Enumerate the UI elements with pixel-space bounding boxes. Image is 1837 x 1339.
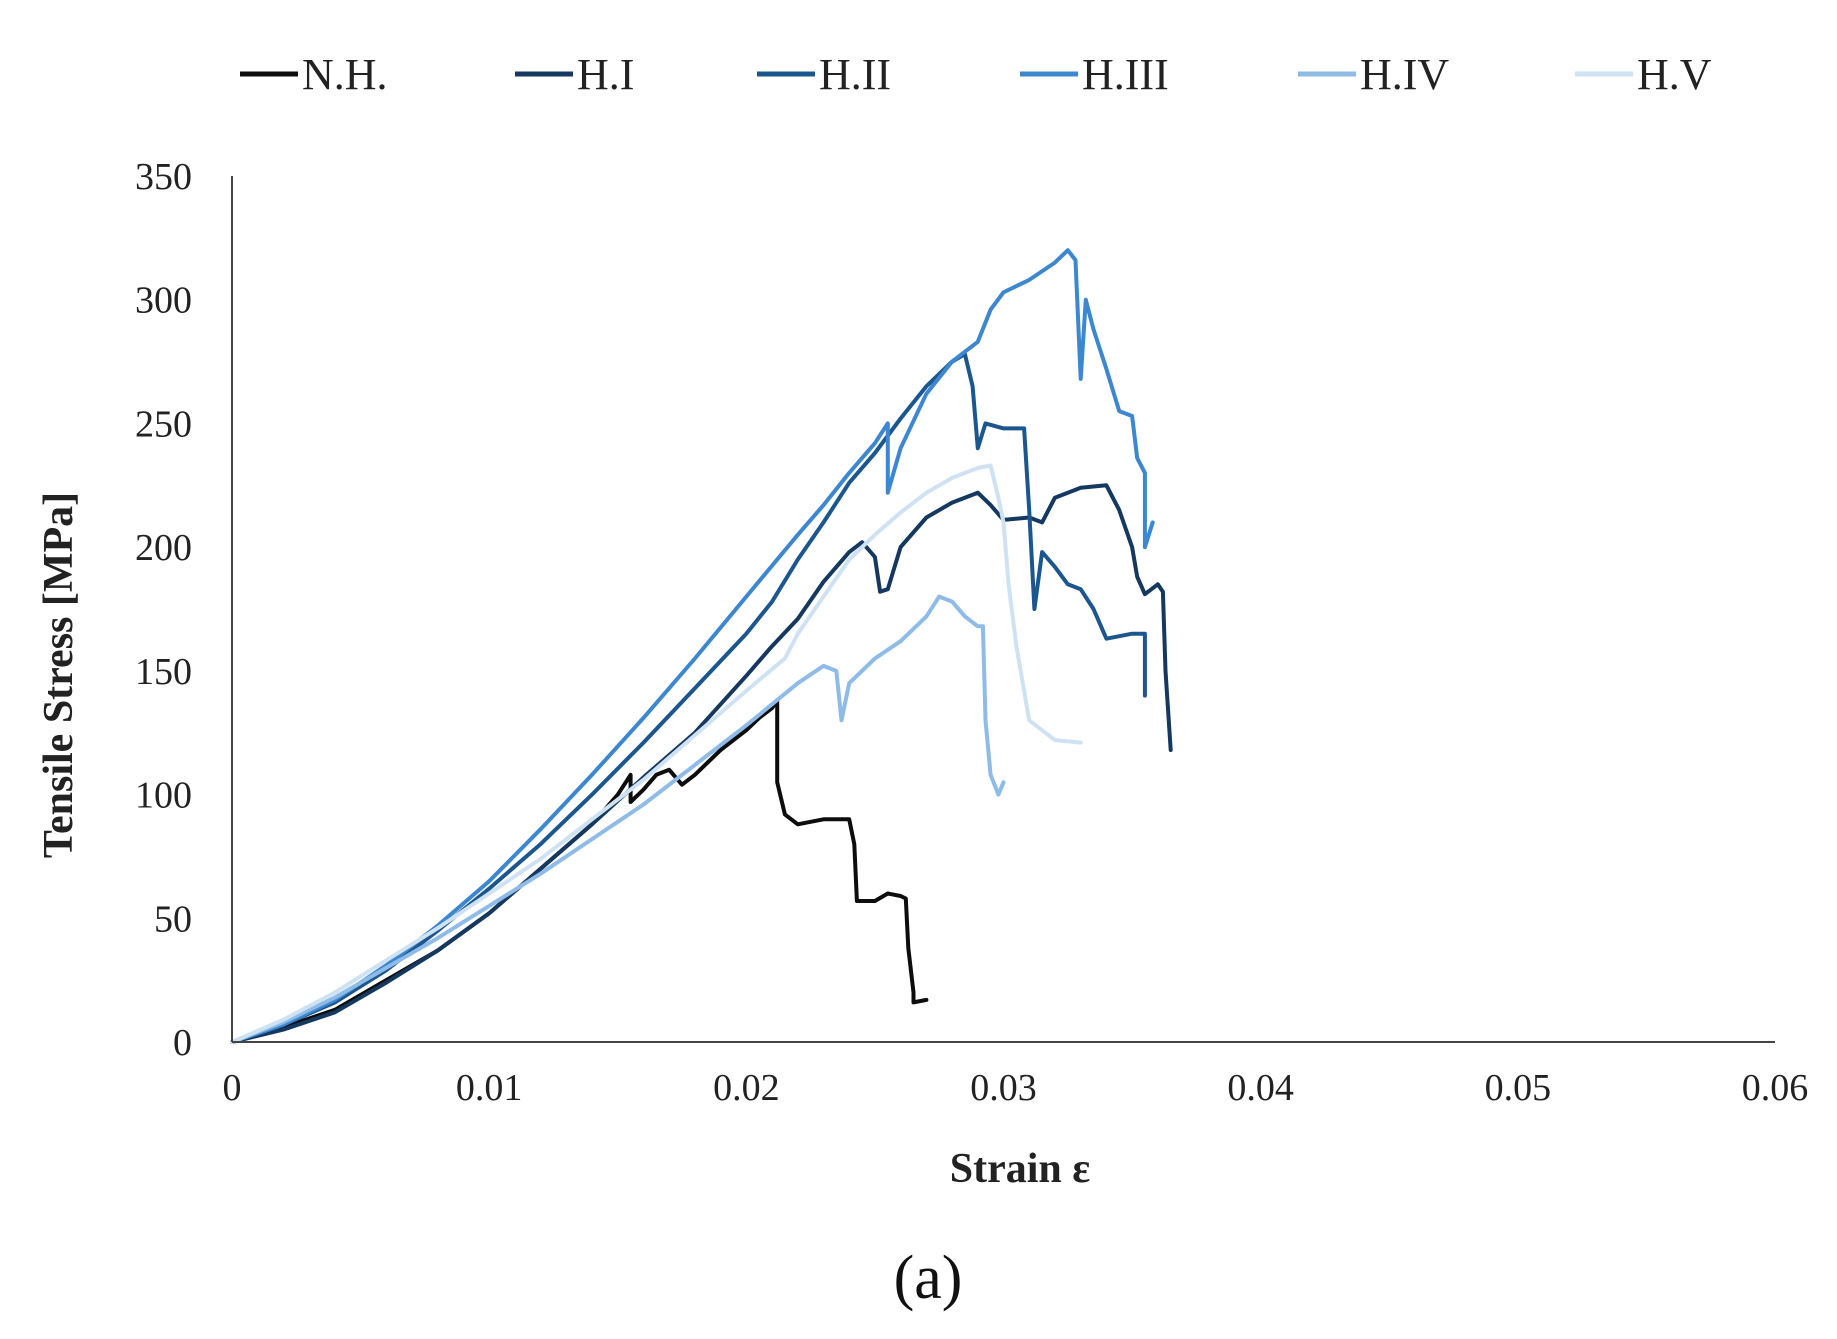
series-line-hi <box>230 483 1173 1044</box>
series-line-hiii <box>230 248 1155 1044</box>
x-tick-label: 0.02 <box>713 1067 780 1109</box>
legend: N.H. H.I H.II H.III H.IV H.V <box>240 50 1712 99</box>
x-axis-title: Strain ε <box>950 1146 1091 1192</box>
legend-label: H.V <box>1637 50 1712 99</box>
legend-item: H.I <box>515 50 634 99</box>
x-tick-label: 0.06 <box>1742 1067 1809 1109</box>
x-tick-label: 0.04 <box>1227 1067 1294 1109</box>
legend-item: H.III <box>1020 50 1169 99</box>
y-axis-title: Tensile Stress [MPa] <box>36 492 82 858</box>
series-line-hiv <box>230 594 1006 1044</box>
legend-item: N.H. <box>240 50 388 99</box>
legend-label: H.III <box>1082 50 1169 99</box>
y-tick-label: 350 <box>135 156 192 198</box>
legend-item: H.IV <box>1298 50 1449 99</box>
y-tick-label: 150 <box>135 651 192 693</box>
y-tick-label: 50 <box>154 898 192 940</box>
legend-label: N.H. <box>302 50 388 99</box>
legend-item: H.V <box>1575 50 1712 99</box>
series-layer <box>230 248 1173 1044</box>
series-line-hii <box>230 352 1147 1044</box>
legend-label: H.IV <box>1360 50 1449 99</box>
x-tick-labels: 0 0.01 0.02 0.03 0.04 0.05 0.06 <box>223 1067 1809 1109</box>
legend-item: H.II <box>757 50 891 99</box>
x-tick-label: 0 <box>223 1067 242 1109</box>
y-tick-labels: 0 50 100 150 200 250 300 350 <box>135 156 192 1064</box>
series-line-hv <box>230 463 1083 1044</box>
x-tick-label: 0.03 <box>970 1067 1037 1109</box>
y-tick-label: 0 <box>173 1022 192 1064</box>
legend-label: H.I <box>577 50 634 99</box>
x-tick-label: 0.01 <box>456 1067 523 1109</box>
x-tick-label: 0.05 <box>1485 1067 1552 1109</box>
y-tick-label: 250 <box>135 403 192 445</box>
y-tick-label: 200 <box>135 527 192 569</box>
y-tick-label: 100 <box>135 775 192 817</box>
y-tick-label: 300 <box>135 280 192 322</box>
panel-label: (a) <box>894 1244 963 1312</box>
legend-label: H.II <box>819 50 891 99</box>
